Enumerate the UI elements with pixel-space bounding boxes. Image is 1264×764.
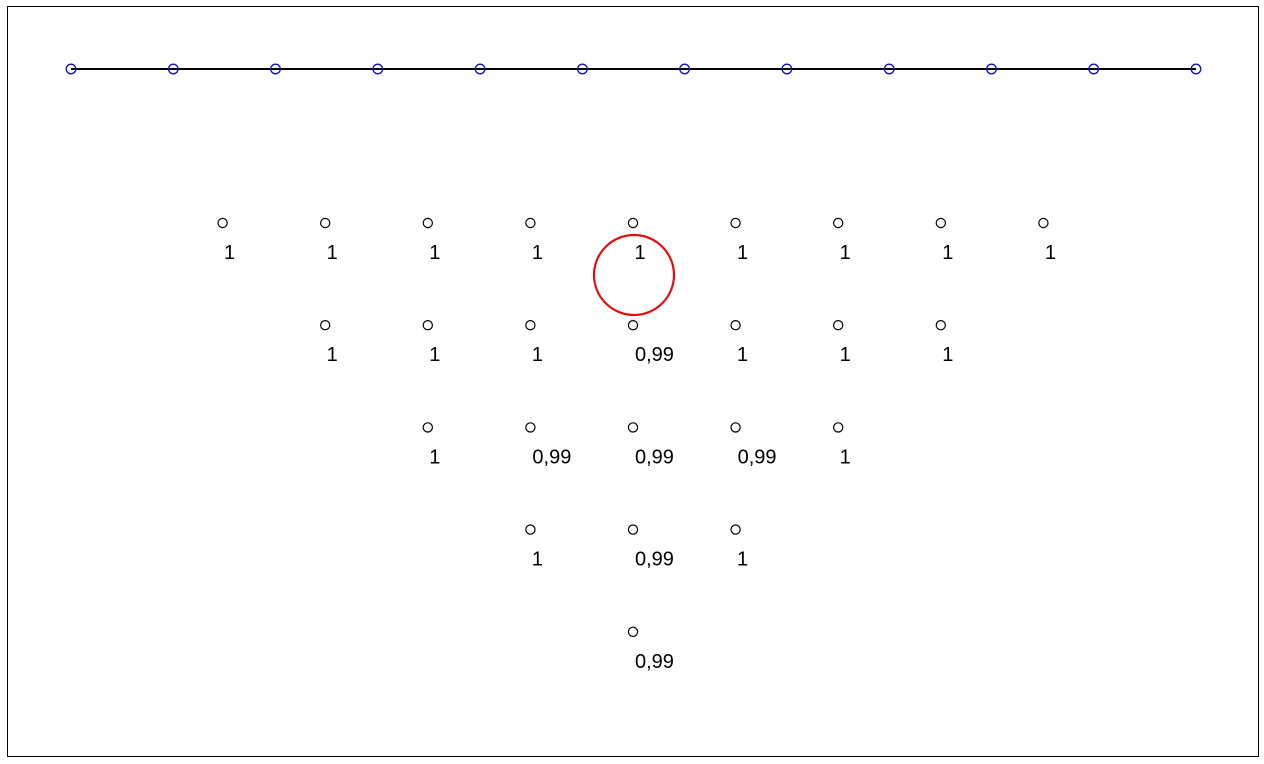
grid-point (730, 217, 741, 229)
grid-value-label: 1 (532, 242, 543, 264)
grid-value-label: 1 (532, 549, 543, 571)
rail-node (986, 63, 997, 75)
rail-node (372, 63, 384, 75)
grid-point (627, 524, 639, 535)
grid-value-label: 1 (1045, 242, 1056, 264)
grid-point (422, 320, 433, 331)
highlight-ring (592, 233, 676, 317)
highlight-layer (592, 233, 676, 317)
grid-value-label: 0,99 (738, 446, 777, 468)
rail-node (474, 63, 486, 75)
grid-point (833, 422, 844, 433)
grid-point (627, 217, 639, 229)
grid-point (730, 422, 741, 433)
grid-value-label: 1 (224, 242, 235, 264)
grid-value-label: 1 (532, 344, 543, 366)
grid-point (627, 320, 639, 331)
grid-point (525, 524, 536, 535)
grid-point (1038, 217, 1049, 229)
grid-point (730, 524, 741, 535)
grid-point (627, 422, 639, 433)
grid-value-label: 0,99 (635, 344, 674, 366)
grid-value-label: 0,99 (532, 446, 571, 468)
rail-node (167, 63, 179, 75)
grid-value-label: 1 (840, 242, 851, 264)
rail-node (1088, 63, 1100, 75)
grid-value-label: 1 (327, 242, 338, 264)
grid-point (525, 217, 536, 229)
value-grid: 1 1 1 1 1 1 1 1 1 1 1 1 0,99 1 1 1 1 0,99 0,99 0,99 1 1 0,99 1 0… (217, 217, 1056, 673)
grid-point (422, 217, 433, 229)
grid-point (422, 422, 433, 433)
grid-value-label: 0,99 (635, 549, 674, 571)
rail-node (679, 63, 691, 75)
grid-value-label: 1 (840, 344, 851, 366)
grid-value-label: 1 (737, 242, 748, 264)
grid-value-label: 1 (429, 344, 440, 366)
rail-node (65, 63, 77, 75)
grid-point (627, 626, 639, 638)
diagram-frame (7, 6, 1259, 757)
grid-point (525, 422, 536, 433)
rail-node (576, 63, 588, 75)
grid-value-label: 1 (840, 446, 851, 468)
grid-point (833, 217, 844, 229)
grid-point (935, 320, 947, 331)
grid-value-label: 0,99 (635, 651, 674, 673)
grid-point (320, 217, 331, 229)
grid-value-label: 1 (429, 446, 440, 468)
grid-value-label: 1 (634, 242, 645, 264)
grid-point (525, 320, 536, 331)
grid-value-label: 1 (942, 344, 953, 366)
grid-point (730, 320, 741, 331)
rail-node (781, 63, 793, 75)
rail-node (270, 63, 281, 75)
grid-point (833, 320, 844, 331)
grid-point (217, 217, 228, 229)
grid-value-label: 1 (327, 344, 338, 366)
grid-value-label: 1 (737, 344, 748, 366)
grid-point (935, 217, 947, 229)
rail-node (883, 63, 895, 75)
grid-value-label: 0,99 (635, 446, 674, 468)
rail-node (1190, 63, 1202, 75)
grid-point (320, 320, 331, 331)
grid-value-label: 1 (737, 549, 748, 571)
rail (65, 63, 1202, 75)
grid-value-label: 1 (429, 242, 440, 264)
grid-value-label: 1 (942, 242, 953, 264)
